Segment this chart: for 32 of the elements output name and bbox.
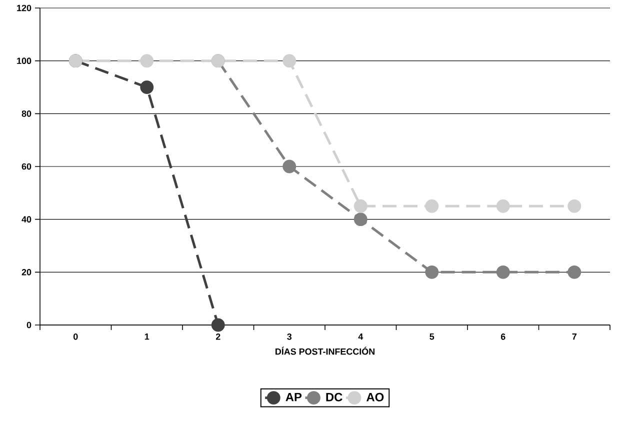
x-tick-label: 6	[500, 334, 506, 340]
y-tick-label: 0	[26, 322, 32, 328]
point	[282, 160, 296, 174]
x-tick-label: 1	[144, 334, 150, 340]
x-tick-label: 3	[287, 334, 292, 340]
point	[425, 265, 439, 279]
point	[354, 199, 368, 213]
y-tick-label: 120	[17, 4, 32, 12]
point	[568, 199, 582, 213]
x-tick-label: 5	[430, 334, 434, 340]
x-tick-label: 0	[73, 334, 78, 340]
y-tick-label: 20	[22, 268, 32, 276]
point	[211, 318, 225, 332]
point	[568, 265, 582, 279]
y-tick-label: 80	[22, 110, 32, 117]
x-tick-label: 7	[572, 334, 576, 340]
point	[140, 80, 154, 94]
point	[496, 265, 510, 279]
y-tick-label: 60	[22, 163, 32, 170]
point	[354, 212, 368, 226]
legend-label: AP	[286, 392, 302, 402]
x-tick-label: 4	[358, 334, 364, 340]
point	[425, 199, 439, 213]
point	[140, 54, 154, 68]
x-tick-label: 2	[216, 334, 220, 340]
x-axis-title: DÍAS POST-INFECCIÓN	[276, 346, 374, 355]
y-tick-label: 40	[22, 216, 32, 223]
point	[282, 54, 296, 68]
y-tick-label: 100	[17, 58, 32, 64]
legend-label: DC	[326, 392, 342, 402]
point	[496, 199, 510, 213]
legend-label: AO	[366, 392, 384, 402]
